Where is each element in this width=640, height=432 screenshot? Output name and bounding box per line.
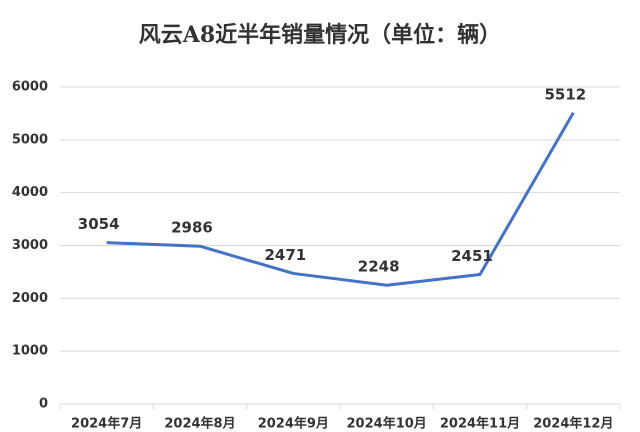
x-tick-label: 2024年10月 bbox=[347, 416, 427, 432]
x-tick-label: 2024年12月 bbox=[533, 416, 613, 432]
y-tick-label: 1000 bbox=[12, 344, 48, 359]
y-tick-label: 4000 bbox=[12, 185, 48, 200]
y-tick-label: 6000 bbox=[12, 80, 48, 95]
x-tick-label: 2024年11月 bbox=[440, 416, 520, 432]
data-label: 3054 bbox=[78, 215, 120, 233]
y-tick-label: 5000 bbox=[12, 132, 48, 147]
y-tick-label: 0 bbox=[39, 397, 48, 412]
x-tick-label: 2024年9月 bbox=[258, 416, 329, 432]
line bbox=[106, 112, 575, 287]
y-tick-label: 3000 bbox=[12, 238, 48, 253]
data-label: 2451 bbox=[451, 247, 493, 265]
chart-title: 风云A8近半年销量情况（单位：辆） bbox=[139, 22, 501, 48]
x-tick-label: 2024年8月 bbox=[164, 416, 235, 432]
data-label: 2986 bbox=[171, 219, 213, 237]
x-tick-label: 2024年7月 bbox=[71, 416, 142, 432]
y-tick-label: 2000 bbox=[12, 291, 48, 306]
data-label: 5512 bbox=[544, 85, 586, 103]
data-label: 2248 bbox=[358, 258, 400, 276]
data-label: 2471 bbox=[264, 246, 306, 264]
